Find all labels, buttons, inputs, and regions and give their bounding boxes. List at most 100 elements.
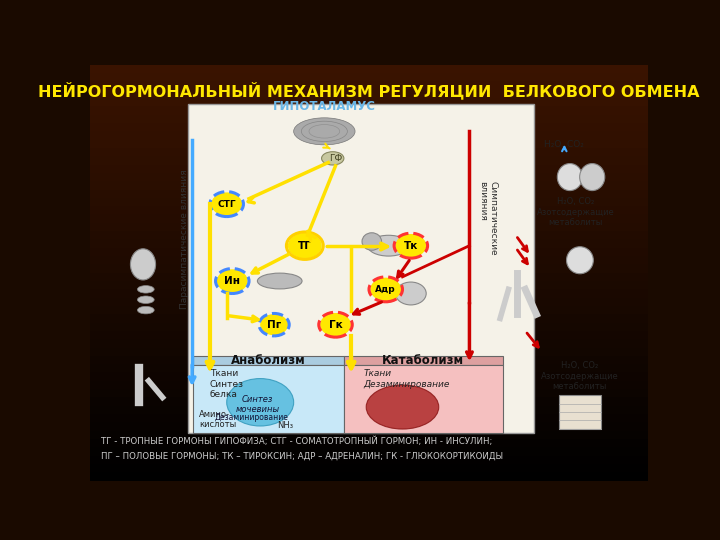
Text: Тк: Тк [404,241,418,251]
Ellipse shape [362,233,382,250]
Ellipse shape [309,125,340,138]
Text: H₂O, CO₂
Азотсодержащие
метаболиты: H₂O, CO₂ Азотсодержащие метаболиты [536,197,614,227]
Bar [90,464,648,472]
Bar [90,198,648,206]
Text: Дезаминирование: Дезаминирование [215,414,289,422]
Circle shape [217,270,247,292]
Bar [193,365,344,433]
Bar [344,356,503,365]
Text: ТГ: ТГ [298,241,312,251]
Bar [90,306,648,314]
Bar [90,131,648,140]
Bar [90,397,648,406]
Bar [90,339,648,348]
Ellipse shape [294,118,355,145]
Bar [90,148,648,156]
Ellipse shape [138,306,154,314]
Bar [90,348,648,356]
Bar [90,389,648,397]
Text: НЕЙРОГОРМОНАЛЬНЫЙ МЕХАНИЗМ РЕГУЛЯЦИИ  БЕЛКОВОГО ОБМЕНА: НЕЙРОГОРМОНАЛЬНЫЙ МЕХАНИЗМ РЕГУЛЯЦИИ БЕЛ… [38,82,700,99]
Bar [193,356,344,365]
Bar [90,422,648,431]
Text: Парасимпатические влияния: Парасимпатические влияния [181,170,189,309]
Bar [90,431,648,439]
Circle shape [321,314,350,336]
Bar [90,281,648,289]
Ellipse shape [227,379,294,426]
Bar [188,104,534,433]
Bar [90,123,648,131]
Bar [90,414,648,422]
Text: Катаболизм: Катаболизм [382,354,464,367]
Bar [90,140,648,148]
Bar [90,190,648,198]
Text: ГИПОТАЛАМУС: ГИПОТАЛАМУС [273,99,376,113]
Ellipse shape [138,286,154,293]
Text: NH₃: NH₃ [277,421,293,430]
Text: Пг: Пг [267,320,282,330]
Ellipse shape [322,152,344,165]
Text: ПГ – ПОЛОВЫЕ ГОРМОНЫ; ТК – ТИРОКСИН; АДР – АДРЕНАЛИН; ГК - ГЛЮКОКОРТИКОИДЫ: ПГ – ПОЛОВЫЕ ГОРМОНЫ; ТК – ТИРОКСИН; АДР… [101,451,503,461]
Bar [90,406,648,414]
Bar [90,82,648,90]
Bar [90,447,648,456]
Ellipse shape [395,282,426,305]
Bar [90,114,648,123]
Bar [90,472,648,481]
Bar [90,165,648,173]
Bar [90,214,648,223]
Circle shape [261,315,287,335]
Bar [90,90,648,98]
Ellipse shape [258,273,302,289]
Ellipse shape [580,164,605,191]
Bar [90,298,648,306]
Bar [90,256,648,265]
Text: Гк: Гк [328,320,343,330]
Text: Синтез
мочевины: Синтез мочевины [235,395,279,414]
Text: Анаболизм: Анаболизм [231,354,306,367]
Ellipse shape [302,121,347,141]
Bar [344,365,503,433]
Bar [90,248,648,256]
Bar [90,456,648,464]
Bar [90,223,648,231]
Text: Ин: Ин [225,276,240,286]
Ellipse shape [366,385,438,429]
Bar [90,239,648,248]
Text: Ткани
Дезаминирование: Ткани Дезаминирование [364,369,450,389]
Text: Амино-
кислоты: Амино- кислоты [199,410,236,429]
Bar [90,73,648,82]
Bar [90,231,648,239]
Bar [90,106,648,114]
Bar [90,314,648,322]
Text: Ткани
Синтез
белка: Ткани Синтез белка [210,369,244,399]
Bar [90,98,648,106]
Circle shape [371,278,400,300]
Ellipse shape [138,296,154,303]
Bar [90,373,648,381]
Text: H₂O, CO₂
Азотсодержащие
метаболиты: H₂O, CO₂ Азотсодержащие метаболиты [541,361,618,391]
Bar [90,331,648,339]
Text: СТГ: СТГ [217,200,236,208]
Text: Адр: Адр [375,285,396,294]
Ellipse shape [368,235,410,256]
Bar [90,65,648,73]
Text: H₂O, CO₂: H₂O, CO₂ [544,140,584,149]
Bar [90,273,648,281]
Bar [90,265,648,273]
Bar [90,206,648,214]
Bar [90,289,648,298]
Text: Симпатические
влияния: Симпатические влияния [478,181,498,256]
Ellipse shape [557,164,582,191]
Bar [90,322,648,331]
Bar [90,181,648,190]
Circle shape [212,193,241,215]
Text: ГФ: ГФ [329,154,342,163]
Ellipse shape [130,249,156,280]
Bar [90,439,648,447]
Bar [90,381,648,389]
Bar [90,156,648,165]
Bar [559,395,600,429]
Ellipse shape [567,247,593,274]
Circle shape [396,235,426,256]
